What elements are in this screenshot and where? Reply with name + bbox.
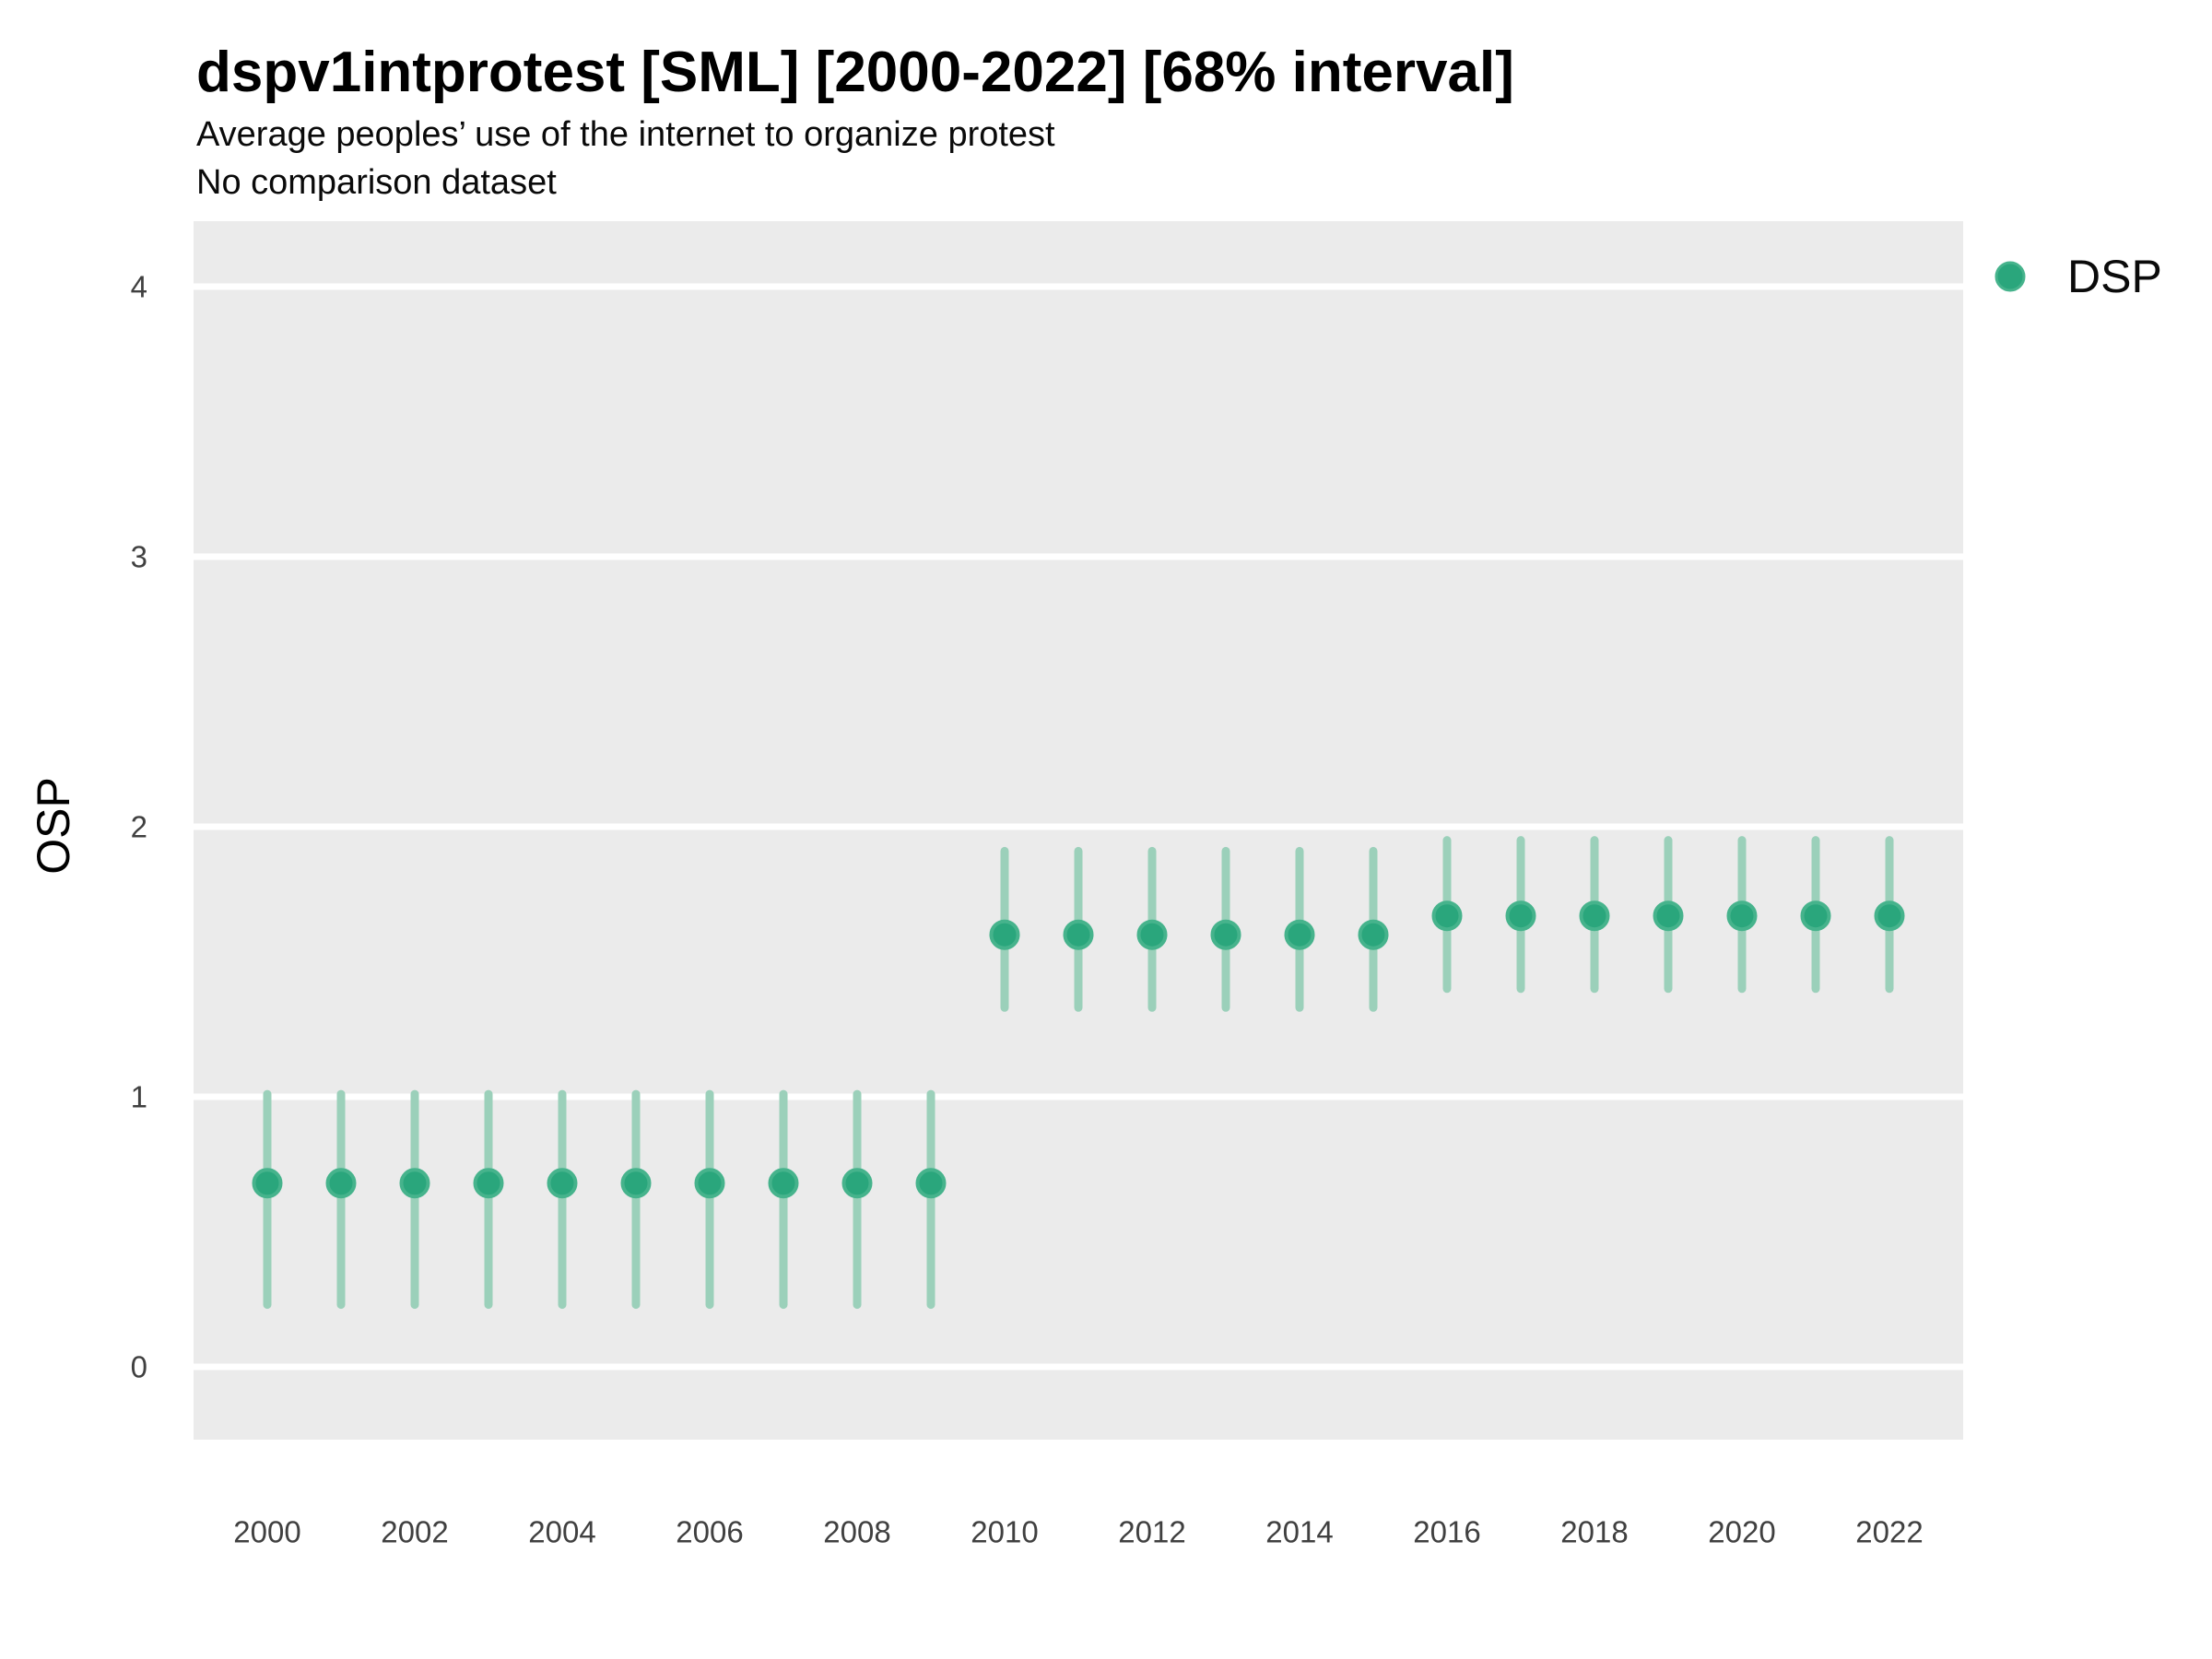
comparison-note: No comparison dataset <box>196 163 557 202</box>
header: dspv1intprotest [SML] [2000-2022] [68% i… <box>196 41 1514 202</box>
x-tick-label-2022: 2022 <box>1855 1515 1923 1549</box>
x-tick-label-2008: 2008 <box>823 1515 890 1549</box>
x-tick-label-2012: 2012 <box>1118 1515 1185 1549</box>
point-DSP-2020 <box>1726 900 1758 932</box>
point-DSP-2021 <box>1800 900 1831 932</box>
x-tick-label-2004: 2004 <box>528 1515 595 1549</box>
x-tick-label-2000: 2000 <box>233 1515 300 1549</box>
x-tick-label-2018: 2018 <box>1560 1515 1628 1549</box>
point-DSP-2001 <box>325 1168 357 1199</box>
point-DSP-2009 <box>915 1168 947 1199</box>
point-DSP-2006 <box>694 1168 725 1199</box>
point-DSP-2008 <box>841 1168 873 1199</box>
point-DSP-2000 <box>252 1168 283 1199</box>
point-DSP-2005 <box>620 1168 652 1199</box>
y-tick-label-1: 1 <box>131 1080 147 1114</box>
x-tick-label-2006: 2006 <box>676 1515 743 1549</box>
point-DSP-2010 <box>989 919 1020 950</box>
y-tick-label-3: 3 <box>131 540 147 574</box>
y-tick-label-0: 0 <box>131 1350 147 1384</box>
chart-subtitle: Average peoples’ use of the internet to … <box>196 115 1055 154</box>
point-DSP-2022 <box>1874 900 1905 932</box>
point-DSP-2004 <box>547 1168 578 1199</box>
legend-point-icon <box>1994 261 2026 292</box>
point-DSP-2012 <box>1136 919 1168 950</box>
point-DSP-2003 <box>473 1168 504 1199</box>
x-tick-label-2010: 2010 <box>971 1515 1038 1549</box>
point-DSP-2017 <box>1505 900 1536 932</box>
y-tick-label-2: 2 <box>131 810 147 844</box>
x-tick-label-2014: 2014 <box>1265 1515 1333 1549</box>
point-DSP-2002 <box>399 1168 430 1199</box>
panel-background <box>194 221 1963 1440</box>
plot-area: 0 1 2 3 4 2000 2002 2004 2006 2008 2010 2012 2014 201… <box>131 221 1963 1549</box>
point-DSP-2011 <box>1063 919 1094 950</box>
y-tick-label-4: 4 <box>131 270 147 304</box>
point-DSP-2013 <box>1210 919 1241 950</box>
legend-label: DSP <box>2067 251 2162 302</box>
x-tick-label-2016: 2016 <box>1413 1515 1480 1549</box>
y-axis-title: OSP <box>28 777 79 875</box>
x-tick-label-2002: 2002 <box>381 1515 448 1549</box>
x-tick-label-2020: 2020 <box>1708 1515 1775 1549</box>
point-DSP-2015 <box>1358 919 1389 950</box>
point-DSP-2014 <box>1284 919 1315 950</box>
point-DSP-2018 <box>1579 900 1610 932</box>
legend: DSP <box>1994 251 2162 302</box>
point-DSP-2016 <box>1431 900 1463 932</box>
point-DSP-2007 <box>768 1168 799 1199</box>
chart-title: dspv1intprotest [SML] [2000-2022] [68% i… <box>196 41 1514 104</box>
point-DSP-2019 <box>1653 900 1684 932</box>
